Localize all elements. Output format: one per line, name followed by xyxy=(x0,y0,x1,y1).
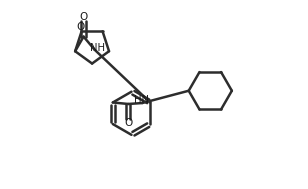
Text: NH: NH xyxy=(90,43,105,53)
Text: O: O xyxy=(79,12,88,22)
Text: O: O xyxy=(124,118,132,128)
Text: O: O xyxy=(77,22,85,32)
Text: HN: HN xyxy=(134,95,149,105)
